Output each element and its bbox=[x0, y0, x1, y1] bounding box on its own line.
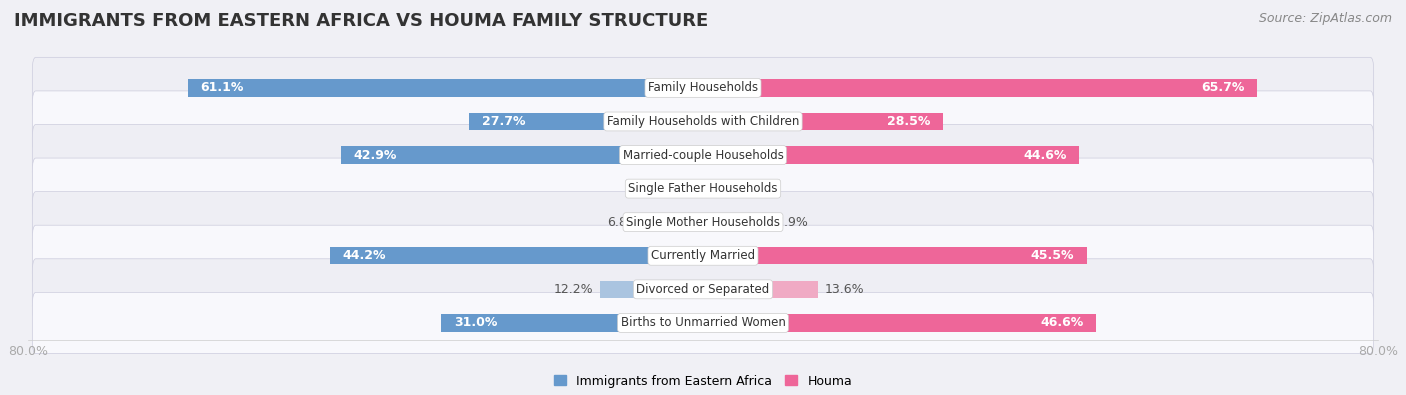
Bar bbox=[187, 79, 703, 97]
Bar bbox=[470, 113, 703, 130]
Bar bbox=[600, 280, 703, 298]
Bar bbox=[645, 213, 703, 231]
Text: Divorced or Separated: Divorced or Separated bbox=[637, 283, 769, 296]
FancyBboxPatch shape bbox=[32, 91, 1374, 152]
FancyBboxPatch shape bbox=[32, 259, 1374, 320]
Text: 2.9%: 2.9% bbox=[734, 182, 766, 195]
Text: Source: ZipAtlas.com: Source: ZipAtlas.com bbox=[1258, 12, 1392, 25]
Bar bbox=[703, 146, 1080, 164]
Text: 65.7%: 65.7% bbox=[1201, 81, 1244, 94]
FancyBboxPatch shape bbox=[32, 292, 1374, 354]
Bar bbox=[703, 113, 943, 130]
FancyBboxPatch shape bbox=[32, 158, 1374, 219]
Text: 28.5%: 28.5% bbox=[887, 115, 931, 128]
Text: 13.6%: 13.6% bbox=[824, 283, 865, 296]
Text: 31.0%: 31.0% bbox=[454, 316, 498, 329]
Bar bbox=[703, 280, 818, 298]
Text: 12.2%: 12.2% bbox=[554, 283, 593, 296]
Bar bbox=[703, 180, 727, 198]
Legend: Immigrants from Eastern Africa, Houma: Immigrants from Eastern Africa, Houma bbox=[548, 370, 858, 393]
Bar bbox=[703, 314, 1097, 332]
Text: Family Households: Family Households bbox=[648, 81, 758, 94]
Text: 61.1%: 61.1% bbox=[200, 81, 243, 94]
Text: Currently Married: Currently Married bbox=[651, 249, 755, 262]
Bar bbox=[441, 314, 703, 332]
Text: 44.6%: 44.6% bbox=[1024, 149, 1067, 162]
Bar bbox=[703, 247, 1087, 265]
Bar bbox=[683, 180, 703, 198]
Text: 46.6%: 46.6% bbox=[1040, 316, 1084, 329]
Bar bbox=[703, 79, 1257, 97]
Text: Births to Unmarried Women: Births to Unmarried Women bbox=[620, 316, 786, 329]
Text: Family Households with Children: Family Households with Children bbox=[607, 115, 799, 128]
Text: 42.9%: 42.9% bbox=[354, 149, 396, 162]
Text: Single Mother Households: Single Mother Households bbox=[626, 216, 780, 229]
Text: Married-couple Households: Married-couple Households bbox=[623, 149, 783, 162]
Bar bbox=[703, 213, 769, 231]
Bar bbox=[342, 146, 703, 164]
FancyBboxPatch shape bbox=[32, 225, 1374, 286]
Text: 45.5%: 45.5% bbox=[1031, 249, 1074, 262]
Text: 44.2%: 44.2% bbox=[343, 249, 387, 262]
Text: 6.8%: 6.8% bbox=[607, 216, 638, 229]
Text: Single Father Households: Single Father Households bbox=[628, 182, 778, 195]
FancyBboxPatch shape bbox=[32, 192, 1374, 253]
Text: 27.7%: 27.7% bbox=[482, 115, 526, 128]
FancyBboxPatch shape bbox=[32, 124, 1374, 186]
Text: 2.4%: 2.4% bbox=[644, 182, 676, 195]
Text: 7.9%: 7.9% bbox=[776, 216, 808, 229]
Bar bbox=[330, 247, 703, 265]
FancyBboxPatch shape bbox=[32, 57, 1374, 118]
Text: IMMIGRANTS FROM EASTERN AFRICA VS HOUMA FAMILY STRUCTURE: IMMIGRANTS FROM EASTERN AFRICA VS HOUMA … bbox=[14, 12, 709, 30]
